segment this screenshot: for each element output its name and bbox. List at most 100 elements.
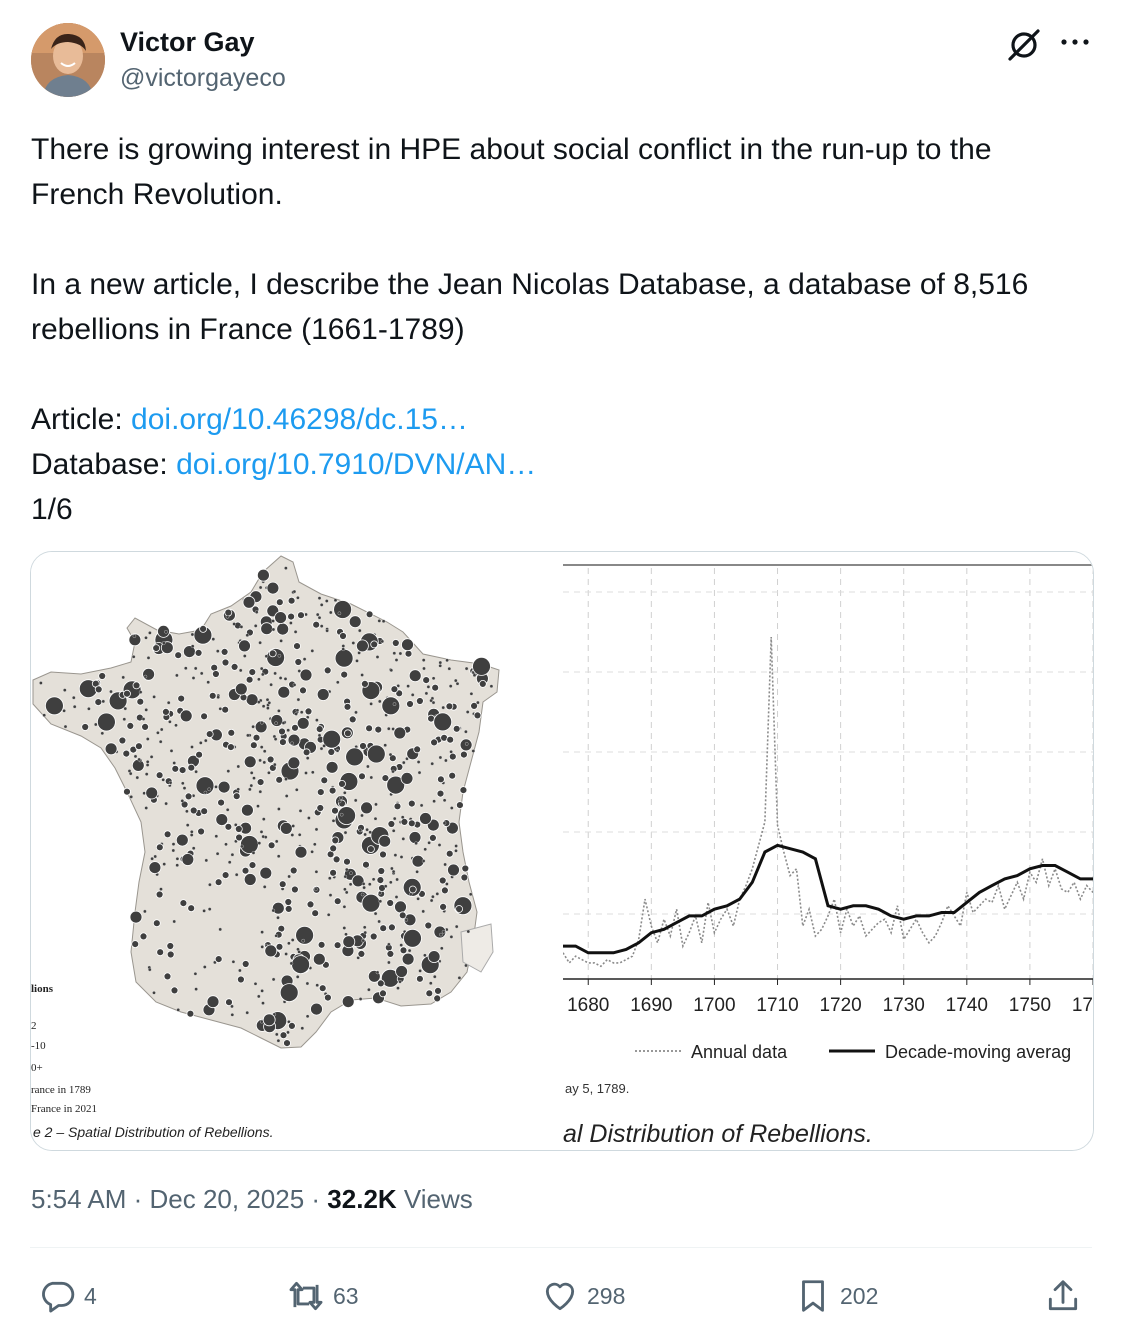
rebellion-dot	[262, 749, 267, 753]
rebellion-dot	[284, 777, 288, 781]
rebellion-dot	[262, 885, 267, 889]
rebellion-dot	[276, 1038, 281, 1043]
rebellion-dot	[331, 836, 340, 845]
rebellion-dot	[339, 795, 343, 800]
rebellion-dot	[152, 695, 156, 699]
rebellion-dot	[391, 639, 400, 647]
rebellion-dot	[262, 817, 266, 821]
like-button[interactable]: 298	[541, 1276, 625, 1316]
chart-image[interactable]: 1680 1690 1700 1710 1720 1730 1740 1750 17 Annua…	[562, 552, 1093, 1150]
rebellion-dot	[239, 625, 244, 629]
rebellion-dot	[302, 748, 311, 757]
share-button[interactable]	[1044, 1276, 1090, 1316]
rebellion-dot	[318, 984, 327, 993]
rebellion-dot	[317, 596, 322, 600]
rebellion-dot	[368, 882, 372, 886]
rebellion-dot	[401, 952, 415, 966]
author-display-name[interactable]: Victor Gay	[120, 27, 255, 57]
rebellion-dot	[378, 899, 383, 904]
rebellion-dot	[128, 633, 142, 647]
rebellion-dot	[337, 611, 342, 616]
bookmark-button[interactable]: 202	[794, 1276, 878, 1316]
rebellion-dot	[271, 619, 275, 623]
rebellion-dot	[256, 804, 260, 808]
rebellion-dot	[358, 997, 363, 1001]
rebellion-dot	[129, 795, 133, 799]
rebellion-dot	[469, 692, 474, 696]
rebellion-dot	[296, 596, 300, 600]
rebellion-dot	[297, 833, 302, 837]
rebellion-dot	[101, 699, 106, 704]
rebellion-dot	[325, 599, 329, 603]
reply-button[interactable]: 4	[38, 1276, 97, 1316]
rebellion-dot	[234, 682, 248, 696]
tweet-date[interactable]: Dec 20, 2025	[149, 1184, 305, 1214]
x-tick-label: 1700	[693, 995, 735, 1016]
rebellion-dot	[203, 790, 208, 795]
chart-legend: Annual data Decade-moving averag	[635, 1042, 1071, 1062]
rebellion-dot	[306, 900, 315, 909]
repost-button[interactable]: 63	[287, 1276, 359, 1316]
rebellion-dot	[471, 749, 476, 753]
rebellion-dot	[122, 749, 131, 758]
rebellion-dot	[260, 989, 264, 993]
rebellion-dot	[365, 827, 369, 832]
author-handle[interactable]: @victorgayeco	[120, 64, 286, 92]
rebellion-dot	[200, 712, 209, 721]
rebellion-dot	[214, 955, 223, 964]
rebellion-dot	[340, 670, 349, 679]
rebellion-dot	[464, 729, 468, 734]
map-legend-item: France in 2021	[31, 1103, 97, 1115]
rebellion-dot	[436, 789, 445, 798]
rebellion-dot	[345, 747, 365, 767]
rebellion-dot	[439, 902, 448, 911]
rebellion-dot	[187, 904, 196, 913]
rebellion-dot	[387, 726, 391, 731]
rebellion-dot	[241, 960, 250, 968]
rebellion-dot	[214, 785, 218, 789]
article-link[interactable]: doi.org/10.46298/dc.15…	[131, 403, 468, 436]
rebellion-dot	[257, 700, 261, 704]
rebellion-dot	[464, 742, 469, 746]
rebellion-dot	[327, 748, 336, 756]
rebellion-dot	[345, 867, 349, 872]
rebellion-dot	[206, 995, 220, 1009]
rebellion-dot	[194, 987, 198, 991]
rebellion-dot	[448, 684, 453, 688]
rebellion-dot	[398, 979, 402, 984]
author-avatar[interactable]	[31, 23, 105, 97]
rebellion-dot	[428, 833, 437, 842]
rebellion-dot	[230, 852, 235, 857]
rebellion-dot	[283, 1039, 291, 1048]
more-options-icon[interactable]	[1058, 28, 1092, 56]
rebellion-dot	[361, 938, 365, 943]
rebellion-dot	[434, 986, 442, 995]
tweet-time[interactable]: 5:54 AM	[31, 1184, 127, 1214]
rebellion-dot	[404, 649, 413, 658]
meta-separator: ·	[126, 1184, 150, 1214]
grok-icon[interactable]	[1006, 26, 1042, 62]
tweet-paragraph-2: In a new article, I describe the Jean Ni…	[31, 268, 1029, 346]
rebellion-dot	[213, 960, 217, 965]
rebellion-dot	[343, 857, 351, 866]
rebellion-dot	[392, 816, 397, 821]
rebellion-dot	[276, 854, 281, 858]
rebellion-dot	[363, 930, 367, 935]
rebellion-dot	[171, 848, 176, 853]
rebellion-dot	[277, 807, 281, 811]
rebellion-dot	[279, 983, 299, 1003]
rebellion-dot	[315, 718, 319, 722]
rebellion-dot	[259, 745, 264, 749]
rebellion-dot	[394, 895, 399, 899]
rebellion-dot	[193, 666, 198, 671]
rebellion-dot	[199, 671, 204, 676]
database-link[interactable]: doi.org/10.7910/DVN/AN…	[176, 448, 537, 481]
rebellion-dot	[184, 792, 193, 801]
map-image[interactable]: lions 2 -10 0+ rance in 1789 France in 2…	[31, 552, 561, 1150]
views-count[interactable]: 32.2K	[327, 1184, 397, 1214]
rebellion-dot	[302, 657, 307, 661]
rebellion-dot	[305, 1014, 310, 1019]
rebellion-dot	[153, 854, 157, 859]
rebellion-dot	[211, 670, 220, 678]
bookmark-icon	[802, 1280, 824, 1312]
